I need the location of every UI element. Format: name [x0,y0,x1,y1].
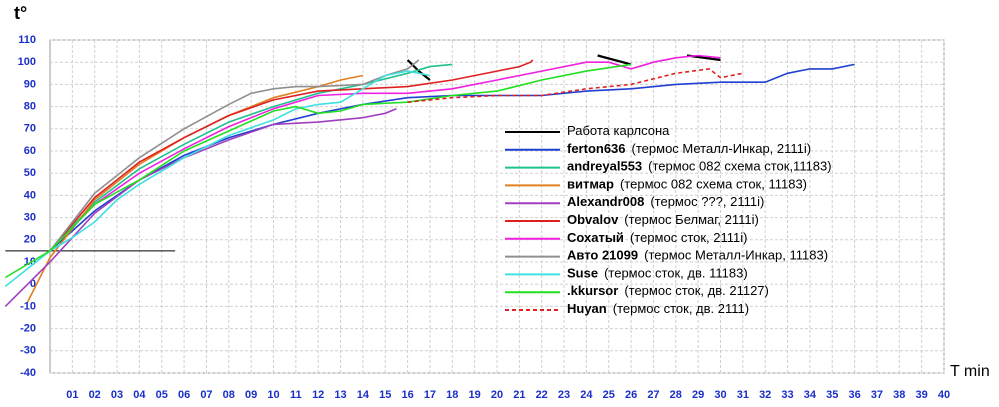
legend-description: (термос ???, 2111i) [650,195,764,210]
y-tick-label: 70 [24,123,36,135]
legend-description: (термос Металл-Инкар, 2111i) [632,141,812,156]
legend-label: andreyal553 (термос 082 схема сток,11183) [567,159,832,174]
legend-description: (термос 082 схема сток, 11183) [620,177,807,192]
x-tick-label: 02 [89,389,101,401]
legend-label: ferton636 (термос Металл-Инкар, 2111i) [567,141,811,156]
x-tick-label: 26 [625,389,637,401]
x-tick-label: 27 [647,389,659,401]
x-tick-label: 14 [357,389,370,401]
legend-label: Huyan (термос сток, дв. 2111) [567,301,749,316]
x-tick-label: 17 [424,389,436,401]
x-tick-label: 36 [848,389,860,401]
y-tick-label: 40 [24,189,36,201]
series-line [49,59,534,252]
legend-label: Авто 21099 (термос Металл-Инкар, 11183) [567,248,828,263]
x-tick-label: 10 [267,389,279,401]
legend-name: Авто 21099 [567,248,638,263]
legend-name: витмар [567,177,614,192]
x-tick-label: 25 [603,389,615,401]
series-line [4,63,632,279]
x-tick-label: 06 [178,389,190,401]
x-tick-label: 03 [111,389,123,401]
legend-name: andreyal553 [567,159,642,174]
y-tick-label: -20 [20,323,36,335]
series-line [4,70,431,288]
legend-label: Сохатый (термос сток, 2111i) [567,230,747,245]
legend-name: Suse [567,266,598,281]
x-tick-label: 32 [759,389,771,401]
x-tick-label: 11 [290,389,302,401]
legend-description: (термос сток, дв. 21127) [624,284,769,299]
legend-description: (термос сток, дв. 2111) [613,301,749,316]
legend-name: .kkursor [567,284,618,299]
legend-label: Suse (термос сток, дв. 11183) [567,266,748,281]
legend-description: (термос сток, 2111i) [630,230,748,245]
x-tick-label: 37 [871,389,883,401]
legend-name: Работа карлсона [567,123,670,138]
x-tick-label: 21 [513,389,525,401]
x-axis-label: T min [950,363,990,380]
x-tick-label: 28 [670,389,682,401]
legend-label: Alexandr008 (термос ???, 2111i) [567,195,764,210]
series-line [49,63,453,252]
y-tick-label: -40 [20,367,36,379]
x-tick-label: 20 [491,389,503,401]
x-tick-label: 40 [938,389,950,401]
legend-description: (термос 082 схема сток,11183) [648,159,831,174]
y-tick-label: 100 [18,56,36,68]
x-tick-label: 29 [692,389,704,401]
legend-description: (термос сток, дв. 11183) [604,266,748,281]
legend-label: Obvalov (термос Белмаг, 2111i) [567,212,759,227]
x-tick-label: 22 [536,389,548,401]
x-tick-label: 31 [737,389,749,401]
y-tick-label: 20 [24,234,36,246]
x-tick-label: 24 [580,389,593,401]
x-tick-label: 12 [312,389,324,401]
y-tick-label: 80 [24,101,36,113]
legend-description: (термос Белмаг, 2111i) [624,212,759,227]
x-tick-label: 18 [446,389,458,401]
y-tick-label: 50 [24,167,36,179]
legend-name: Huyan [567,301,607,316]
y-tick-label: 30 [24,212,36,224]
x-tick-label: 16 [401,389,413,401]
legend-description: (термос Металл-Инкар, 11183) [644,248,828,263]
x-tick-label: 01 [66,389,78,401]
y-tick-label: 110 [18,34,36,46]
x-tick-label: 04 [133,389,146,401]
x-tick-label: 15 [379,389,391,401]
series-line [407,68,744,103]
y-tick-label: 60 [24,145,36,157]
x-tick-label: 19 [469,389,481,401]
legend-name: Obvalov [567,212,619,227]
x-tick-label: 34 [804,389,817,401]
y-tick-label: -30 [20,345,36,357]
legend-name: ferton636 [567,141,626,156]
x-tick-label: 05 [156,389,168,401]
legend-label: Работа карлсона [567,123,670,138]
legend-name: Сохатый [567,230,624,245]
x-tick-label: 39 [916,389,928,401]
y-axis-label: t° [14,3,27,23]
y-tick-label: 90 [24,78,36,90]
x-tick-label: 07 [200,389,212,401]
legend-label: .kkursor (термос сток, дв. 21127) [567,284,769,299]
series-line [4,108,397,307]
y-tick-label: 0 [30,278,36,290]
series-line [49,54,721,252]
x-tick-label: 08 [223,389,235,401]
x-tick-label: 30 [714,389,726,401]
x-tick-label: 38 [893,389,905,401]
x-tick-label: 33 [781,389,793,401]
x-tick-label: 23 [558,389,570,401]
x-tick-label: 13 [334,389,346,401]
x-tick-label: 09 [245,389,257,401]
y-tick-label: -10 [20,300,36,312]
legend-name: Alexandr008 [567,195,644,210]
legend-label: витмар (термос 082 схема сток, 11183) [567,177,807,192]
x-tick-label: 35 [826,389,838,401]
